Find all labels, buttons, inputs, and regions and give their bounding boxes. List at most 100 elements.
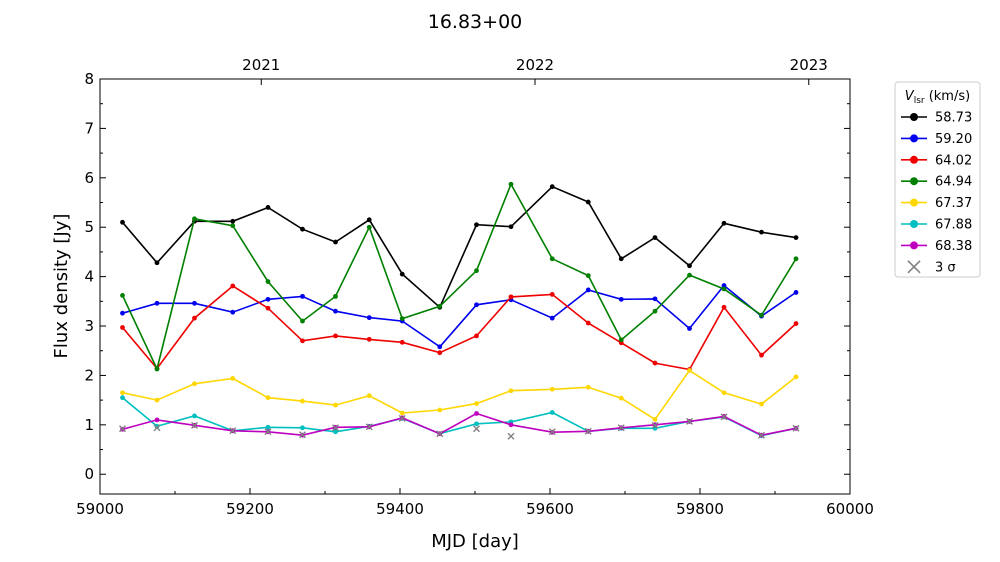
data-point-59.20 [265,296,271,302]
data-point-64.02 [230,283,236,289]
limit-marker [686,417,693,425]
data-point-67.88 [300,425,305,431]
data-point-67.37 [508,388,514,394]
x-tick-label: 59200 [226,500,274,518]
data-point-64.94 [759,312,764,318]
chart-title: 16.83+00 [428,11,523,33]
data-point-68.38 [508,422,514,428]
data-point-64.94 [192,216,197,222]
data-point-58.73 [721,220,727,226]
data-point-64.94 [265,279,271,284]
data-point-58.73 [585,199,591,205]
data-point-58.73 [652,235,658,240]
data-point-64.02 [300,338,305,344]
data-point-64.94 [508,181,514,187]
y-tick-label: 3 [84,317,94,335]
legend-entry-limit: 3 σ [907,260,956,275]
data-point-64.02 [192,315,197,321]
data-point-64.02 [120,325,125,330]
data-point-58.73 [618,256,624,262]
data-point-67.37 [474,401,479,406]
data-point-58.73 [508,224,514,230]
data-point-64.02 [366,336,372,342]
data-point-59.20 [300,293,305,299]
data-point-67.37 [437,407,443,413]
data-point-59.20 [585,287,591,293]
x-tick-label: 59800 [676,500,724,518]
data-point-67.88 [192,413,197,419]
y-tick-label: 8 [84,70,94,88]
limit-marker [548,428,556,436]
limit-marker [507,432,515,440]
y-tick-label: 2 [84,366,94,384]
limit-marker [473,425,480,433]
top-tick-label: 2023 [790,56,828,74]
data-point-59.20 [437,344,443,350]
data-point-58.73 [366,217,372,223]
y-tick-label: 0 [84,465,94,483]
data-point-58.73 [120,219,125,225]
legend-entry: 67.37 [901,196,972,211]
data-point-67.88 [333,429,338,435]
data-point-67.37 [687,368,692,373]
data-point-67.88 [265,424,271,430]
y-tick-label: 7 [84,119,94,137]
data-point-67.88 [120,395,125,401]
data-point-58.73 [687,263,692,269]
data-point-67.37 [230,375,236,381]
data-point-58.73 [399,271,405,277]
limit-marker [229,427,237,435]
data-point-67.37 [300,398,305,404]
legend-entry: 68.38 [901,239,972,254]
data-point-67.37 [618,395,624,401]
series-line-64.94 [121,182,797,372]
data-point-67.37 [192,381,197,387]
data-point-64.94 [333,293,338,299]
data-point-64.02 [549,292,555,297]
y-tick-label: 5 [84,218,94,236]
legend-title: Vlsr (km/s) [905,89,970,106]
data-point-64.94 [549,256,555,262]
data-point-59.20 [793,290,799,295]
data-point-58.73 [549,184,555,190]
legend-entry: 59.20 [901,132,972,147]
x-tick-label: 59000 [76,500,124,518]
y-axis-title: Flux density [Jy] [51,214,72,359]
legend: Vlsr (km/s) 58.73 59.20 64.02 64.94 67.37 67.8… [894,81,981,278]
data-point-67.37 [759,401,764,407]
data-point-64.02 [265,305,271,311]
data-point-58.73 [154,260,160,266]
data-point-64.02 [793,321,799,326]
limit-marker [617,424,625,432]
data-point-67.37 [120,390,125,396]
data-point-64.94 [721,286,727,292]
data-point-67.88 [474,421,479,427]
data-point-67.37 [154,397,160,403]
data-point-64.94 [154,366,160,372]
data-point-64.02 [333,333,338,339]
data-point-64.94 [399,316,405,322]
x-tick-label: 59400 [376,500,424,518]
x-axis: 59000 59200 59400 59600 59800 60000 [76,488,874,518]
limit-marker [365,423,373,431]
plot-area-frame [99,78,851,495]
data-point-64.02 [508,294,514,300]
legend-label: 64.02 [935,153,972,168]
data-point-64.02 [585,320,591,326]
legend-entry: 64.94 [901,175,972,190]
legend-label: 67.88 [935,218,972,233]
data-point-68.38 [154,417,160,423]
limit-marker [792,424,800,432]
data-point-58.73 [474,222,479,228]
limit-marker [584,427,592,435]
data-point-64.94 [793,256,799,262]
legend-entry: 67.88 [901,218,972,233]
y-tick-label: 4 [84,268,94,286]
legend-label: 58.73 [935,111,972,126]
data-point-67.37 [399,410,405,416]
limit-marker [720,413,728,421]
data-point-64.02 [652,360,658,366]
x-tick-label: 60000 [826,500,874,518]
data-point-58.73 [333,239,338,245]
data-point-67.37 [265,395,271,401]
